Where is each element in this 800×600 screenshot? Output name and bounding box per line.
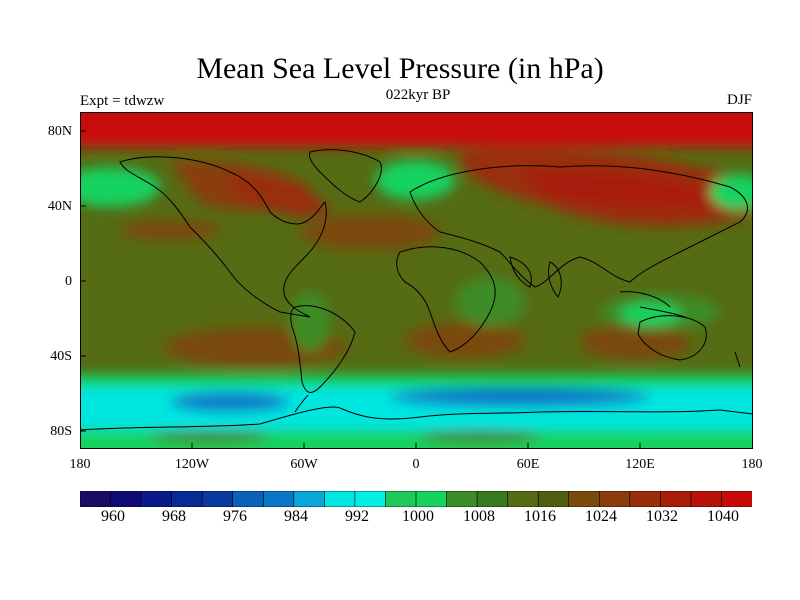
colorbar-label-1032: 1032 xyxy=(646,508,678,525)
colorbar-label-1040: 1040 xyxy=(707,508,739,525)
colorbar-swatch xyxy=(629,491,662,507)
colorbar-swatch xyxy=(385,491,417,507)
season-label: DJF xyxy=(726,92,752,108)
colorbar-label-984: 984 xyxy=(284,508,308,525)
colorbar-swatch xyxy=(537,491,570,507)
lon-tick-60e: 60E xyxy=(516,457,540,472)
colorbar-swatch xyxy=(140,491,173,507)
colorbar-label-1008: 1008 xyxy=(463,508,495,525)
colorbar-label-992: 992 xyxy=(345,508,369,525)
colorbar-swatch xyxy=(415,491,448,507)
colorbar-swatch xyxy=(446,491,478,507)
colorbar-swatch xyxy=(232,491,265,507)
colorbar-swatch xyxy=(262,491,295,507)
colorbar-label-1016: 1016 xyxy=(524,508,556,525)
colorbar-swatch xyxy=(568,491,601,507)
lon-tick-120e: 120E xyxy=(625,457,655,472)
colorbar-swatch xyxy=(660,491,692,507)
lat-tick-80s: 80S xyxy=(50,424,72,439)
lat-tick-0: 0 xyxy=(65,274,72,289)
colorbar-label-960: 960 xyxy=(101,508,125,525)
colorbar-swatch xyxy=(80,491,112,507)
colorbar-swatch xyxy=(324,491,356,507)
lat-tick-40s: 40S xyxy=(50,349,72,364)
colorbar-swatch xyxy=(171,491,203,507)
lon-tick-180w: 180 xyxy=(69,457,91,472)
colorbar-swatch xyxy=(598,491,631,507)
colorbar-swatch xyxy=(110,491,142,507)
lon-tick-60w: 60W xyxy=(290,457,318,472)
colorbar-label-976: 976 xyxy=(223,508,247,525)
lat-tick-40n: 40N xyxy=(47,199,72,214)
map-title: Mean Sea Level Pressure (in hPa) xyxy=(196,52,604,85)
lon-tick-120w: 120W xyxy=(174,457,210,472)
colorbar-swatch xyxy=(354,491,387,507)
colorbar-swatch xyxy=(201,491,234,507)
pressure-map xyxy=(80,112,753,449)
colorbar-label-1024: 1024 xyxy=(585,508,617,525)
colorbar xyxy=(80,491,752,507)
lon-tick-180e: 180 xyxy=(741,457,763,472)
colorbar-label-968: 968 xyxy=(162,508,186,525)
lat-tick-80n: 80N xyxy=(47,124,72,139)
time-label: 022kyr BP xyxy=(385,87,451,103)
colorbar-swatch xyxy=(690,491,723,507)
colorbar-swatch xyxy=(507,491,539,507)
colorbar-swatch xyxy=(293,491,326,507)
colorbar-swatch xyxy=(476,491,509,507)
coastlines xyxy=(80,149,753,431)
colorbar-label-1000: 1000 xyxy=(402,508,434,525)
experiment-label: Expt = tdwzw xyxy=(80,93,165,109)
lon-tick-0: 0 xyxy=(412,457,420,472)
colorbar-swatch xyxy=(721,491,752,507)
